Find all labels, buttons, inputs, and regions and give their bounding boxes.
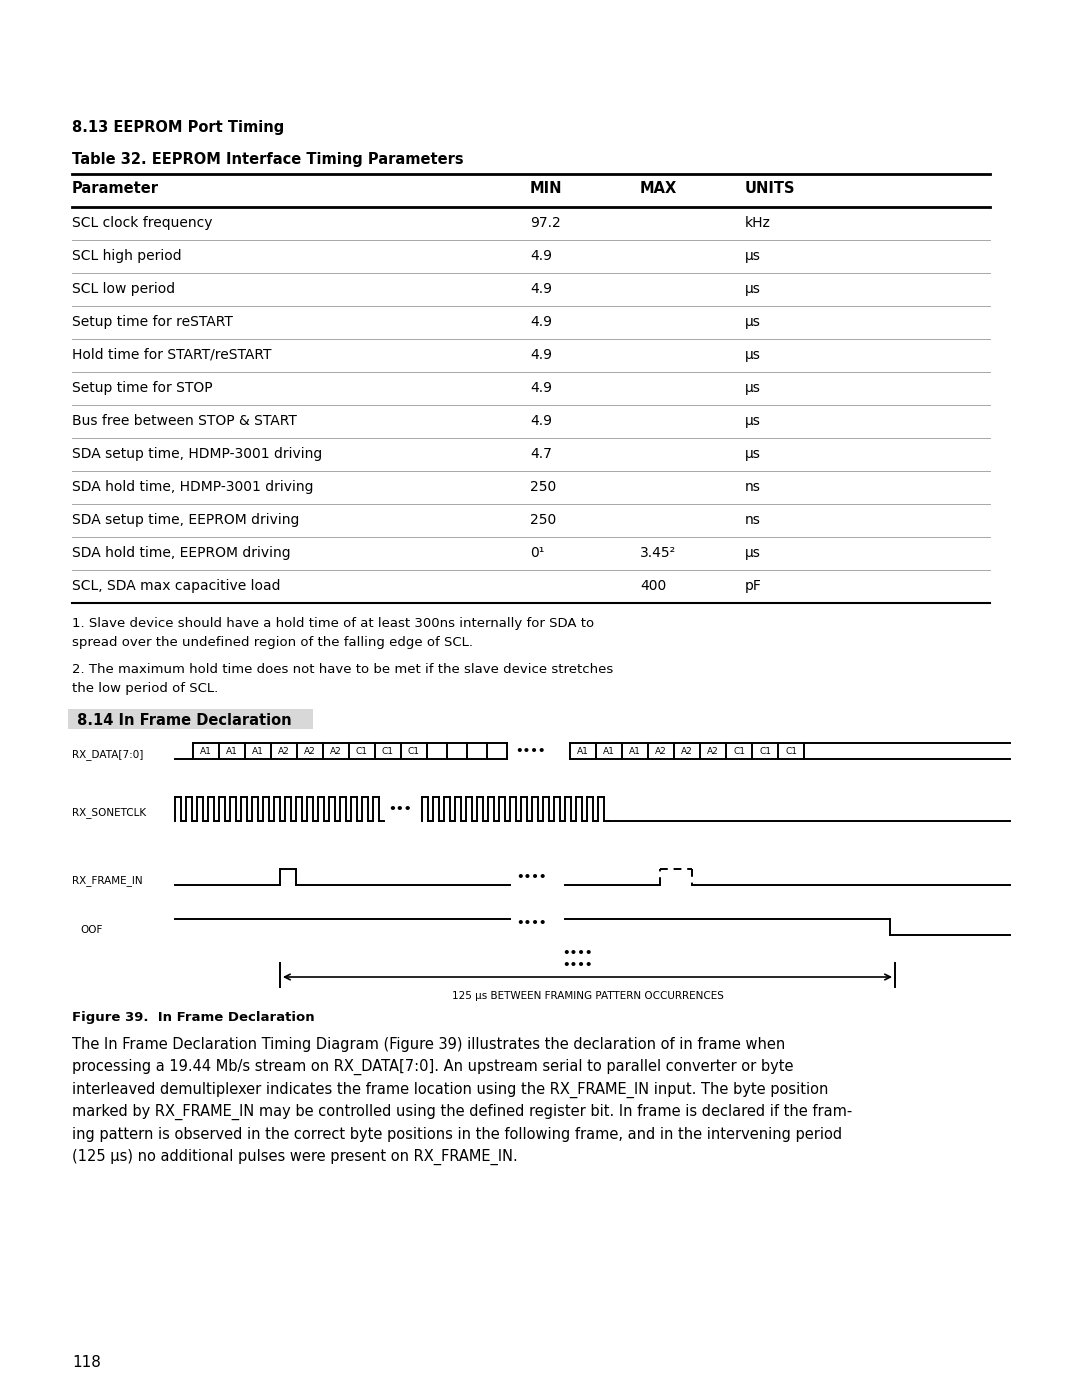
Text: A2: A2 bbox=[707, 746, 719, 756]
Text: ns: ns bbox=[745, 481, 761, 495]
Text: Table 32. EEPROM Interface Timing Parameters: Table 32. EEPROM Interface Timing Parame… bbox=[72, 152, 463, 168]
Text: Bus free between STOP & START: Bus free between STOP & START bbox=[72, 414, 297, 427]
Text: A2: A2 bbox=[656, 746, 666, 756]
Text: pF: pF bbox=[745, 578, 761, 592]
Text: 4.9: 4.9 bbox=[530, 381, 552, 395]
Text: A1: A1 bbox=[577, 746, 589, 756]
Text: ••••: •••• bbox=[516, 872, 546, 884]
Text: C1: C1 bbox=[408, 746, 420, 756]
Text: 3.45²: 3.45² bbox=[640, 546, 676, 560]
Text: 1. Slave device should have a hold time of at least 300ns internally for SDA to
: 1. Slave device should have a hold time … bbox=[72, 617, 594, 650]
Text: kHz: kHz bbox=[745, 217, 771, 231]
Text: A2: A2 bbox=[305, 746, 315, 756]
Text: Setup time for STOP: Setup time for STOP bbox=[72, 381, 213, 395]
Text: 4.9: 4.9 bbox=[530, 249, 552, 263]
Text: SCL high period: SCL high period bbox=[72, 249, 181, 263]
Text: C1: C1 bbox=[356, 746, 368, 756]
Text: μs: μs bbox=[745, 314, 761, 330]
Text: Setup time for reSTART: Setup time for reSTART bbox=[72, 314, 233, 330]
Text: 118: 118 bbox=[72, 1355, 100, 1370]
Text: C1: C1 bbox=[382, 746, 394, 756]
Text: 4.9: 4.9 bbox=[530, 348, 552, 362]
Text: ••••: •••• bbox=[563, 947, 593, 960]
Text: A1: A1 bbox=[200, 746, 212, 756]
Text: μs: μs bbox=[745, 249, 761, 263]
Text: SCL clock frequency: SCL clock frequency bbox=[72, 217, 213, 231]
Text: 97.2: 97.2 bbox=[530, 217, 561, 231]
Text: RX_SONETCLK: RX_SONETCLK bbox=[72, 807, 146, 817]
Text: 250: 250 bbox=[530, 481, 556, 495]
Text: A1: A1 bbox=[252, 746, 264, 756]
Text: SDA hold time, EEPROM driving: SDA hold time, EEPROM driving bbox=[72, 546, 291, 560]
Text: SDA setup time, EEPROM driving: SDA setup time, EEPROM driving bbox=[72, 513, 299, 527]
Text: A2: A2 bbox=[330, 746, 342, 756]
Text: A1: A1 bbox=[629, 746, 640, 756]
Text: 4.9: 4.9 bbox=[530, 282, 552, 296]
Text: SCL, SDA max capacitive load: SCL, SDA max capacitive load bbox=[72, 578, 281, 592]
Text: μs: μs bbox=[745, 546, 761, 560]
Bar bbox=[68, 710, 313, 729]
Text: μs: μs bbox=[745, 447, 761, 461]
Text: RX_DATA[7:0]: RX_DATA[7:0] bbox=[72, 749, 144, 760]
Text: 8.14 In Frame Declaration: 8.14 In Frame Declaration bbox=[72, 712, 292, 728]
Text: C1: C1 bbox=[785, 746, 797, 756]
Text: C1: C1 bbox=[733, 746, 745, 756]
Text: OOF: OOF bbox=[80, 925, 103, 935]
Text: 250: 250 bbox=[530, 513, 556, 527]
Text: 8.13 EEPROM Port Timing: 8.13 EEPROM Port Timing bbox=[72, 120, 284, 136]
Text: SDA hold time, HDMP-3001 driving: SDA hold time, HDMP-3001 driving bbox=[72, 481, 313, 495]
Text: A2: A2 bbox=[279, 746, 289, 756]
Text: A1: A1 bbox=[603, 746, 615, 756]
Text: Parameter: Parameter bbox=[72, 182, 159, 196]
Text: UNITS: UNITS bbox=[745, 182, 796, 196]
Text: μs: μs bbox=[745, 414, 761, 427]
Text: SCL low period: SCL low period bbox=[72, 282, 175, 296]
Text: MIN: MIN bbox=[530, 182, 563, 196]
Text: A2: A2 bbox=[681, 746, 693, 756]
Text: ns: ns bbox=[745, 513, 761, 527]
Text: SDA setup time, HDMP-3001 driving: SDA setup time, HDMP-3001 driving bbox=[72, 447, 322, 461]
Text: μs: μs bbox=[745, 282, 761, 296]
Text: Figure 39.  In Frame Declaration: Figure 39. In Frame Declaration bbox=[72, 1011, 314, 1024]
Text: 4.7: 4.7 bbox=[530, 447, 552, 461]
Text: 400: 400 bbox=[640, 578, 666, 592]
Text: μs: μs bbox=[745, 348, 761, 362]
Text: Hold time for START/reSTART: Hold time for START/reSTART bbox=[72, 348, 271, 362]
Text: A1: A1 bbox=[226, 746, 238, 756]
Text: 4.9: 4.9 bbox=[530, 314, 552, 330]
Text: 2. The maximum hold time does not have to be met if the slave device stretches
t: 2. The maximum hold time does not have t… bbox=[72, 664, 613, 694]
Text: C1: C1 bbox=[759, 746, 771, 756]
Text: 0¹: 0¹ bbox=[530, 546, 544, 560]
Text: ••••: •••• bbox=[515, 745, 545, 757]
Text: MAX: MAX bbox=[640, 182, 677, 196]
Text: The In Frame Declaration Timing Diagram (Figure 39) illustrates the declaration : The In Frame Declaration Timing Diagram … bbox=[72, 1037, 852, 1165]
Text: μs: μs bbox=[745, 381, 761, 395]
Text: ••••: •••• bbox=[563, 958, 593, 971]
Text: ••••: •••• bbox=[516, 916, 546, 929]
Text: 4.9: 4.9 bbox=[530, 414, 552, 427]
Text: 125 μs BETWEEN FRAMING PATTERN OCCURRENCES: 125 μs BETWEEN FRAMING PATTERN OCCURRENC… bbox=[451, 990, 724, 1002]
Text: RX_FRAME_IN: RX_FRAME_IN bbox=[72, 875, 143, 886]
Text: •••: ••• bbox=[388, 802, 411, 816]
